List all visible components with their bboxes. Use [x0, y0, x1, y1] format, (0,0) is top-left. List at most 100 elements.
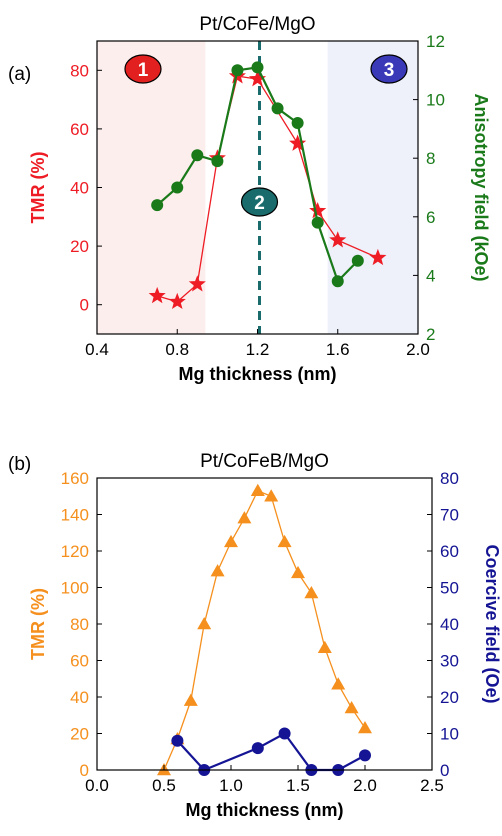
region-3-badge-label: 3 — [384, 60, 395, 81]
data-point-circle — [191, 149, 204, 162]
left-y-tick-label: 60 — [70, 652, 89, 671]
right-y-tick-label: 8 — [426, 149, 435, 168]
data-point-circle — [351, 254, 364, 267]
data-point-triangle — [224, 534, 238, 548]
x-tick-label: 2.0 — [406, 340, 430, 359]
right-y-tick-label: 70 — [440, 506, 459, 525]
data-point-circle — [211, 155, 224, 168]
x-tick-label: 0.5 — [152, 776, 176, 795]
data-point-circle — [311, 216, 324, 229]
data-point-circle — [251, 742, 264, 755]
data-point-triangle — [250, 483, 265, 497]
panel-b-marks — [157, 483, 372, 776]
right-y-tick-label: 10 — [440, 725, 459, 744]
x-tick-label: 0.0 — [85, 776, 109, 795]
data-point-star — [289, 134, 307, 151]
x-tick-label: 0.8 — [165, 340, 189, 359]
left-y-tick-label: 80 — [70, 61, 89, 80]
data-point-star — [369, 248, 387, 266]
left-y-tick-label: 140 — [61, 506, 89, 525]
data-point-circle — [251, 61, 264, 74]
left-y-tick-label: 40 — [70, 688, 89, 707]
data-point-triangle — [291, 565, 305, 579]
region-2-badge-label: 2 — [254, 193, 265, 214]
region-badges: 1 2 3 — [124, 54, 408, 217]
data-point-triangle — [304, 585, 319, 599]
data-point-circle — [171, 734, 184, 747]
region-3-badge-ellipse — [370, 54, 408, 84]
right-y-tick-label: 10 — [426, 91, 445, 110]
right-y-tick-label: 20 — [440, 688, 459, 707]
left-y-tick-label: 0 — [80, 761, 89, 780]
left-y-tick-label: 160 — [61, 469, 89, 488]
data-point-circle — [271, 102, 284, 115]
series-line — [157, 75, 379, 303]
panel-a-right-axis-label: Anisotropy field (kOe) — [471, 93, 491, 281]
left-y-tick-label: 100 — [61, 579, 89, 598]
data-point-triangle — [264, 489, 279, 502]
panel-b-title: Pt/CoFeB/MgO — [200, 451, 329, 472]
x-tick-label: 1.5 — [286, 776, 310, 795]
right-y-tick-label: 40 — [440, 615, 459, 634]
x-tick-label: 1.6 — [326, 340, 350, 359]
right-y-tick-label: 0 — [440, 761, 449, 780]
panel-b-x-axis-label: Mg thickness (nm) — [185, 800, 343, 820]
panel-a-title: Pt/CoFe/MgO — [199, 14, 315, 35]
data-point-circle — [171, 181, 184, 194]
region-2-badge-ellipse — [240, 187, 279, 217]
data-point-triangle — [344, 700, 359, 714]
x-tick-label: 2.5 — [420, 776, 444, 795]
data-point-star — [188, 275, 206, 292]
series-line — [163, 489, 366, 771]
x-tick-label: 2.0 — [353, 776, 377, 795]
region-1-badge-ellipse — [124, 54, 162, 84]
left-y-tick-label: 40 — [70, 179, 89, 198]
right-y-tick-label: 60 — [440, 542, 459, 561]
right-y-tick-label: 4 — [426, 266, 435, 285]
left-y-tick-label: 20 — [70, 237, 89, 256]
left-y-tick-label: 80 — [70, 615, 89, 634]
panel-b-ticks: 0.0 0.5 1.0 1.5 2.0 2.50204060801001201401600… — [61, 469, 459, 795]
data-point-circle — [231, 64, 244, 77]
x-tick-label: 1.2 — [246, 340, 270, 359]
right-y-tick-label: 30 — [440, 652, 459, 671]
data-point-triangle — [331, 677, 346, 690]
panel-a-x-axis-label: Mg thickness (nm) — [178, 364, 336, 384]
data-point-triangle — [197, 617, 212, 630]
left-y-tick-label: 60 — [70, 120, 89, 139]
panel-b-left-axis-label: TMR (%) — [28, 588, 48, 660]
data-point-triangle — [237, 511, 252, 524]
left-y-tick-label: 0 — [80, 296, 89, 315]
right-y-tick-label: 50 — [440, 579, 459, 598]
x-tick-label: 1.0 — [219, 776, 243, 795]
x-tick-label: 0.4 — [85, 340, 109, 359]
right-y-tick-label: 80 — [440, 469, 459, 488]
data-point-circle — [151, 199, 164, 212]
data-point-triangle — [277, 534, 292, 548]
data-point-circle — [291, 117, 304, 130]
panel-a-left-axis-label: TMR (%) — [28, 152, 48, 224]
panel-b-frame — [96, 477, 433, 771]
data-point-triangle — [210, 564, 225, 577]
panel-a-label: (a) — [8, 64, 31, 85]
panel-b: 0.0 0.5 1.0 1.5 2.0 2.50204060801001201401600… — [8, 451, 502, 820]
panel-b-label: (b) — [8, 454, 31, 475]
data-point-star — [168, 292, 186, 310]
right-y-tick-label: 12 — [426, 32, 445, 51]
data-point-star — [329, 231, 347, 248]
region-3-shading — [327, 41, 418, 334]
data-point-circle — [278, 727, 291, 740]
region-1-shading — [97, 41, 206, 334]
data-point-triangle — [183, 693, 198, 706]
panel-b-right-axis-label: Coercive field (Oe) — [482, 544, 502, 703]
data-point-triangle — [358, 721, 372, 734]
panel-a-marks — [148, 41, 387, 334]
data-point-triangle — [317, 640, 332, 653]
data-point-circle — [331, 275, 344, 288]
data-point-circle — [359, 749, 371, 762]
data-point-star — [248, 70, 267, 87]
data-point-star — [148, 286, 166, 304]
region-1-badge-label: 1 — [138, 60, 149, 81]
